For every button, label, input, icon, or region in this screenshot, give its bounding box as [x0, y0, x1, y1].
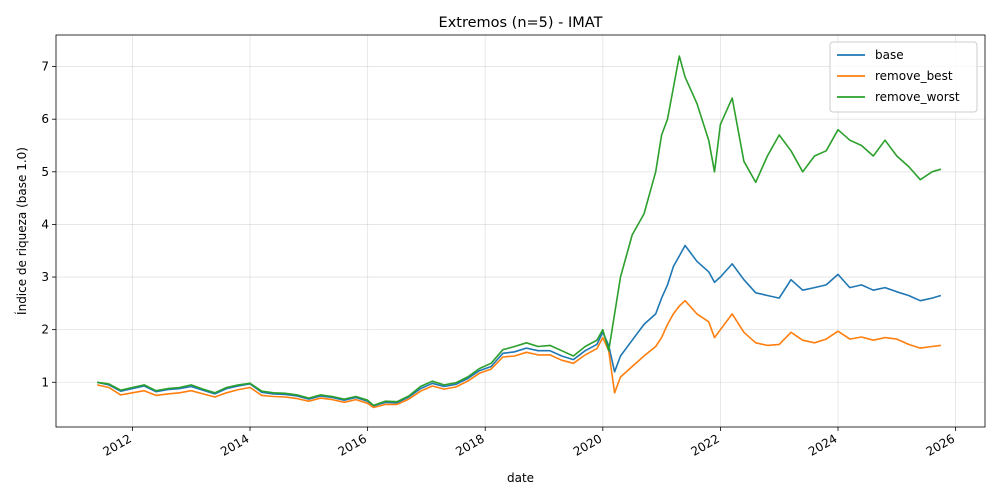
y-tick-label: 3 [41, 270, 49, 284]
y-axis: 1 2 3 4 5 6 7 [41, 60, 56, 389]
legend: base remove_best remove_worst [829, 41, 978, 113]
legend-label: base [875, 48, 904, 62]
x-axis-title: date [507, 471, 534, 485]
y-tick-label: 2 [41, 323, 49, 337]
series-layer [97, 55, 942, 409]
plot-frame [55, 34, 986, 428]
y-tick-label: 4 [41, 217, 49, 231]
y-tick-label: 7 [41, 60, 49, 74]
legend-box [829, 41, 978, 113]
y-tick-label: 5 [41, 165, 49, 179]
legend-label: remove_best [875, 69, 953, 83]
legend-label: remove_worst [875, 90, 960, 104]
series-line-remove-best [97, 299, 941, 409]
series-line-remove-worst [97, 55, 942, 407]
y-tick-label: 6 [41, 112, 49, 126]
y-axis-title: Índice de riqueza (base 1.0) [14, 147, 29, 315]
y-tick-label: 1 [41, 375, 49, 389]
chart-title: Extremos (n=5) - IMAT [439, 15, 603, 31]
